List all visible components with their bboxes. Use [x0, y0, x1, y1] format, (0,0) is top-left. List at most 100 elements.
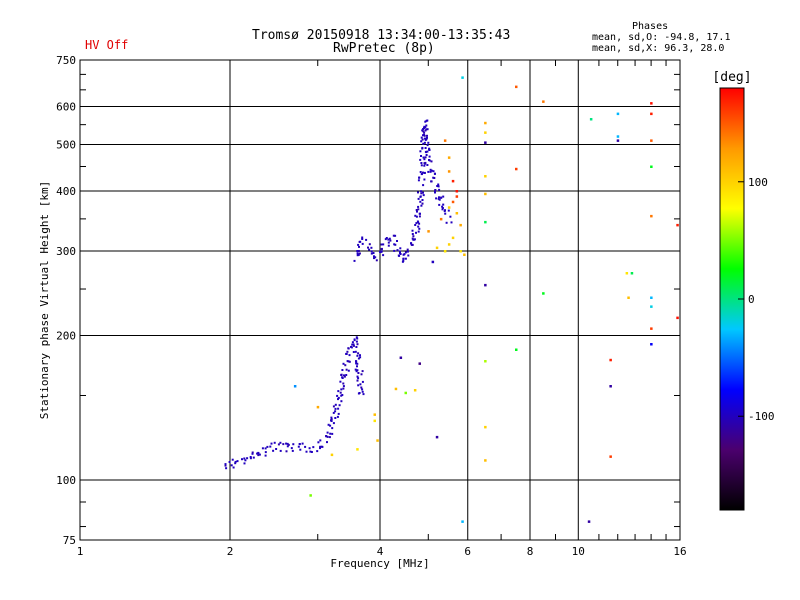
- trace-point: [354, 350, 357, 353]
- trace-point: [352, 343, 355, 346]
- data-point: [630, 272, 634, 275]
- data-point: [435, 435, 439, 439]
- trace-point: [326, 441, 328, 444]
- y-tick-label: 200: [56, 330, 76, 343]
- trace-point: [347, 360, 350, 363]
- data-point: [484, 192, 487, 196]
- trace-point: [340, 388, 343, 391]
- trace-point: [272, 449, 275, 452]
- trace-point: [361, 390, 364, 393]
- data-point: [443, 250, 447, 253]
- trace-point: [420, 190, 423, 193]
- y-tick-label: 75: [63, 534, 76, 547]
- trace-point: [275, 448, 278, 450]
- trace-point: [426, 134, 428, 137]
- trace-point: [382, 243, 385, 246]
- trace-point: [419, 158, 422, 161]
- trace-point: [399, 247, 402, 250]
- trace-point: [410, 242, 412, 245]
- trace-point: [330, 420, 333, 422]
- trace-point: [425, 138, 428, 141]
- data-point: [484, 283, 487, 287]
- data-point: [447, 243, 451, 246]
- trace-point: [429, 170, 432, 173]
- trace-point: [420, 164, 423, 167]
- trace-point: [249, 456, 252, 458]
- trace-point: [356, 362, 359, 365]
- trace-point: [356, 343, 359, 346]
- trace-point: [447, 209, 450, 212]
- trace-point: [438, 188, 441, 191]
- trace-point: [360, 373, 363, 376]
- trace-point: [414, 214, 417, 217]
- trace-point: [225, 467, 228, 470]
- trace-point: [264, 447, 267, 450]
- trace-point: [343, 375, 346, 378]
- trace-point: [340, 400, 343, 403]
- trace-point: [232, 466, 235, 469]
- trace-point: [422, 128, 425, 130]
- trace-point: [430, 180, 433, 183]
- trace-point: [433, 177, 436, 179]
- trace-point: [290, 447, 293, 450]
- trace-point: [415, 209, 418, 211]
- trace-point: [341, 376, 344, 379]
- trace-point: [355, 346, 358, 348]
- trace-point: [361, 370, 364, 373]
- trace-point: [339, 391, 342, 394]
- trace-point: [353, 338, 356, 341]
- trace-point: [373, 257, 375, 260]
- trace-point: [319, 439, 322, 442]
- trace-point: [356, 365, 358, 368]
- data-point: [461, 520, 464, 523]
- trace-point: [428, 149, 431, 151]
- trace-point: [422, 142, 425, 145]
- trace-point: [345, 374, 348, 376]
- data-point: [676, 316, 679, 320]
- trace-point: [418, 215, 421, 218]
- trace-point: [305, 450, 308, 453]
- x-tick-label: 2: [227, 545, 234, 558]
- trace-point: [355, 362, 358, 365]
- trace-point: [266, 445, 269, 448]
- trace-point: [261, 447, 264, 450]
- trace-point: [406, 250, 409, 253]
- trace-point: [422, 156, 425, 159]
- data-point: [418, 362, 421, 365]
- trace-point: [286, 445, 289, 448]
- trace-point: [287, 443, 290, 446]
- trace-point: [404, 257, 407, 260]
- trace-point: [334, 407, 337, 410]
- trace-point: [345, 368, 348, 371]
- trace-point: [425, 154, 428, 156]
- trace-point: [361, 238, 364, 240]
- trace-point: [422, 184, 425, 187]
- trace-point: [352, 344, 355, 347]
- data-point: [484, 175, 487, 178]
- x-tick-label: 16: [673, 545, 686, 558]
- trace-point: [434, 191, 436, 194]
- trace-point: [326, 435, 329, 438]
- y-tick-label: 300: [56, 245, 76, 258]
- trace-point: [345, 352, 348, 355]
- data-point: [589, 118, 593, 121]
- trace-point: [382, 254, 385, 257]
- trace-point: [244, 459, 247, 462]
- trace-point: [438, 203, 441, 206]
- trace-point: [423, 137, 426, 140]
- data-point: [484, 220, 487, 224]
- trace-point: [246, 457, 249, 460]
- trace-point: [380, 247, 383, 250]
- trace-point: [426, 150, 429, 153]
- trace-point: [357, 372, 360, 374]
- trace-point: [365, 238, 368, 241]
- trace-point: [360, 386, 363, 389]
- trace-point: [432, 170, 435, 173]
- trace-point: [325, 435, 328, 438]
- data-point: [515, 348, 518, 351]
- trace-point: [356, 337, 359, 340]
- data-point: [309, 494, 312, 497]
- trace-point: [417, 205, 420, 208]
- trace-point: [444, 212, 447, 215]
